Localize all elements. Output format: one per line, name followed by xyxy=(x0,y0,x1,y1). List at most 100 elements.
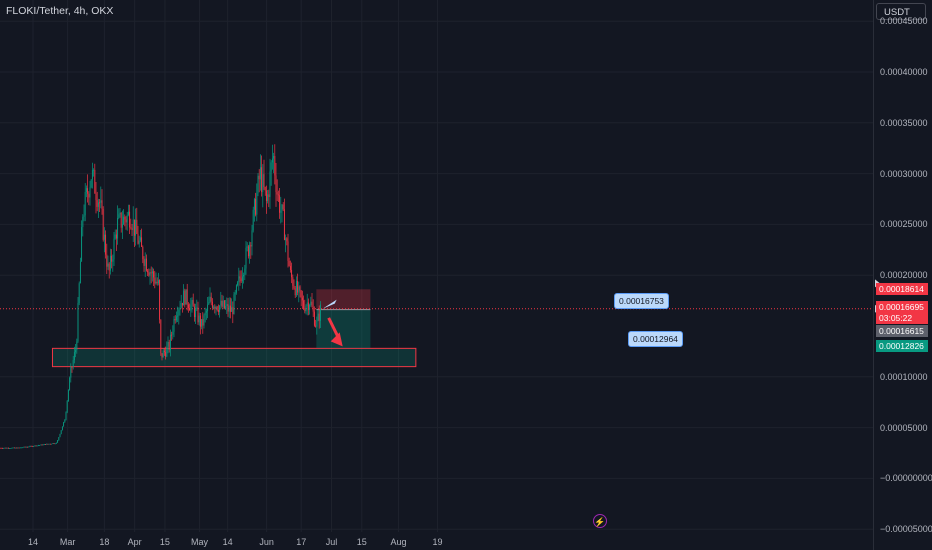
callout-lower-price[interactable]: 0.00012964 xyxy=(628,331,683,348)
candle-body xyxy=(166,346,168,357)
candle-body xyxy=(204,312,206,316)
price-tick-label: 0.00005000 xyxy=(880,422,928,433)
candle-body xyxy=(301,297,303,301)
candle-body xyxy=(60,430,62,434)
candle-body xyxy=(222,300,224,307)
candle-body xyxy=(91,170,93,180)
candle-body xyxy=(217,310,219,313)
candle-body xyxy=(180,302,182,308)
callout-upper-price[interactable]: 0.00016753 xyxy=(614,292,669,309)
candle-body xyxy=(288,260,290,267)
candle-body xyxy=(171,334,173,336)
candle-body xyxy=(261,167,263,193)
candle-body xyxy=(312,306,314,312)
candle-body xyxy=(42,444,44,446)
stop-loss-area[interactable] xyxy=(316,289,371,310)
candle-body xyxy=(15,447,17,449)
candle-body xyxy=(119,212,121,215)
candle-body xyxy=(137,233,139,244)
candle-body xyxy=(257,175,259,194)
candle-body xyxy=(47,443,49,445)
candle-body xyxy=(239,276,241,279)
candle-body xyxy=(256,193,258,215)
candle-body xyxy=(103,234,105,240)
candle-body xyxy=(245,247,247,269)
candle-body xyxy=(29,445,31,447)
candle-body xyxy=(12,447,14,449)
candle-body xyxy=(11,447,13,449)
candle-body xyxy=(142,246,144,260)
support-zone[interactable] xyxy=(51,347,417,368)
candle-body xyxy=(76,341,78,351)
candle-body xyxy=(125,219,127,223)
candle-body xyxy=(293,285,295,289)
candle-body xyxy=(209,296,211,303)
candle-body xyxy=(179,307,181,310)
candle-body xyxy=(270,162,272,172)
candle-body xyxy=(213,306,215,308)
candle-body xyxy=(21,447,23,449)
candle-body xyxy=(299,286,301,291)
candle-body xyxy=(162,350,164,358)
candle-body xyxy=(160,319,162,354)
candle-body xyxy=(16,447,18,449)
candle-body xyxy=(305,306,307,312)
candle-body xyxy=(184,290,186,305)
candle-body xyxy=(177,315,179,317)
candle-body xyxy=(66,401,68,413)
candle-body xyxy=(285,238,287,240)
candle-body xyxy=(135,219,137,236)
candle-body xyxy=(108,263,110,271)
candle-body xyxy=(243,274,245,277)
lightning-icon[interactable]: ⚡ xyxy=(593,514,607,528)
candle-body xyxy=(111,255,113,262)
candle-body xyxy=(105,234,107,255)
symbol-title[interactable]: FLOKI/Tether, 4h, OKX xyxy=(6,5,114,17)
target-price-label: 0.00012826 xyxy=(876,340,928,353)
candle-body xyxy=(157,280,159,284)
candle-body xyxy=(163,350,165,353)
candle-body xyxy=(286,238,288,242)
time-tick-label: Apr xyxy=(127,537,142,547)
candle-body xyxy=(114,234,116,239)
candle-body xyxy=(306,302,308,307)
time-tick-label: 15 xyxy=(159,537,170,547)
candle-body xyxy=(13,447,15,449)
candle-body xyxy=(70,366,72,378)
candle-body xyxy=(23,446,25,448)
candle-body xyxy=(191,300,193,305)
candle-body xyxy=(43,444,45,445)
price-tick-label: 0.00040000 xyxy=(880,67,928,77)
candle-body xyxy=(149,272,151,276)
candle-body xyxy=(215,306,217,309)
time-tick-label: 19 xyxy=(432,537,443,547)
candle-body xyxy=(244,268,246,275)
candle-body xyxy=(238,276,240,283)
candle-body xyxy=(52,443,54,445)
candle-body xyxy=(310,301,312,306)
candle-body xyxy=(197,307,199,323)
candle-body xyxy=(196,307,198,309)
candle-body xyxy=(4,447,6,449)
candle-body xyxy=(195,308,197,318)
price-tick-label: 0.00025000 xyxy=(880,219,928,230)
candle-body xyxy=(55,442,57,444)
candle-body xyxy=(283,209,285,240)
candle-body xyxy=(106,254,108,267)
candle-body xyxy=(228,305,230,312)
candle-body xyxy=(187,304,189,309)
candle-body xyxy=(61,426,63,431)
candle-body xyxy=(71,366,73,368)
candle-body xyxy=(30,445,32,447)
candle-body xyxy=(118,214,120,219)
candle-body xyxy=(183,290,185,306)
candle-body xyxy=(233,294,235,315)
candle-body xyxy=(203,315,205,326)
price-tick-label: 0.00045000 xyxy=(880,16,928,27)
candle-body xyxy=(289,266,291,271)
currency-button[interactable]: USDT xyxy=(876,3,926,20)
take-profit-area[interactable] xyxy=(316,309,371,349)
candle-body xyxy=(223,300,225,309)
candle-body xyxy=(216,306,218,311)
